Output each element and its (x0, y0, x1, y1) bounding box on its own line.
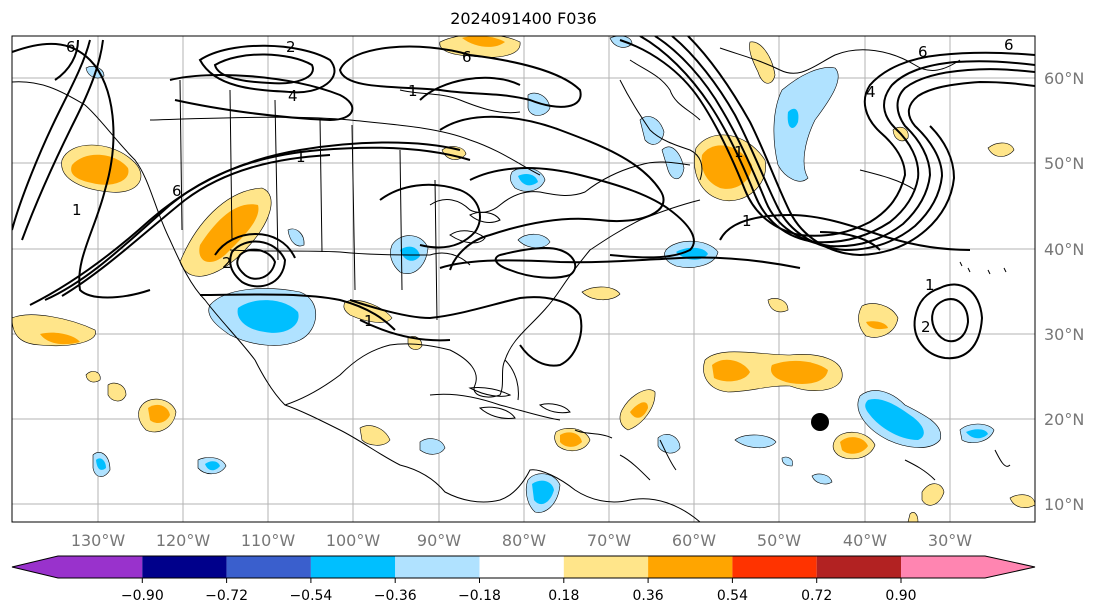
contour-label: 6 (462, 48, 472, 66)
lon-label-40w: 40°W (843, 531, 887, 550)
colorbar-segment (648, 556, 733, 578)
lat-label-10n: 10°N (1044, 495, 1084, 514)
map-frame (11, 35, 1036, 523)
lat-label-50n: 50°N (1044, 154, 1084, 173)
lat-label-30n: 30°N (1044, 325, 1084, 344)
lon-label-100w: 100°W (326, 531, 381, 550)
colorbar-tick-label: 0.90 (885, 588, 916, 604)
contour-label: 2 (286, 38, 296, 56)
contour-label: 6 (66, 38, 76, 56)
contour-label: 2 (222, 254, 232, 272)
colorbar-segment (395, 556, 480, 578)
colorbar-segment (310, 556, 396, 578)
storm-center-marker (811, 413, 829, 431)
colorbar-segment (563, 556, 649, 578)
lon-label-50w: 50°W (757, 531, 801, 550)
colorbar-segment (58, 556, 143, 578)
contour-label: 4 (866, 83, 876, 101)
map-title: 2024091400 F036 (450, 9, 597, 28)
colorbar-extend-low (12, 556, 58, 578)
colorbar-tick-label: −0.90 (121, 588, 164, 604)
lat-label-20n: 20°N (1044, 410, 1084, 429)
contour-label: 4 (288, 87, 298, 105)
colorbar-segment (142, 556, 227, 578)
contour-labels: 6 2 4 1 1 6 1 2 1 1 6 4 1 1 2 6 6 (66, 36, 1014, 336)
colorbar: −0.90 −0.72 −0.54 −0.36 −0.18 0.18 0.36 … (11, 555, 1036, 604)
contour-label: 2 (921, 318, 931, 336)
lat-label-60n: 60°N (1044, 69, 1084, 88)
lon-label-80w: 80°W (502, 531, 546, 550)
lat-label-40n: 40°N (1044, 240, 1084, 259)
contour-label: 1 (408, 82, 418, 100)
longitude-labels: 130°W 120°W 110°W 100°W 90°W 80°W 70°W 6… (71, 531, 972, 550)
colorbar-tick-label: −0.54 (289, 588, 332, 604)
lon-label-130w: 130°W (71, 531, 126, 550)
colorbar-segment (479, 556, 564, 578)
colorbar-tick-label: −0.18 (458, 588, 501, 604)
colorbar-outline (11, 555, 1036, 579)
lon-label-60w: 60°W (672, 531, 716, 550)
colorbar-segment (732, 556, 817, 578)
contour-label: 1 (296, 148, 306, 166)
lon-label-30w: 30°W (928, 531, 972, 550)
colorbar-tick-label: −0.72 (205, 588, 248, 604)
contour-label: 6 (918, 43, 928, 61)
lon-label-90w: 90°W (417, 531, 461, 550)
lon-label-70w: 70°W (587, 531, 631, 550)
contour-label: 1 (925, 276, 935, 294)
colorbar-segment (816, 556, 901, 578)
contour-label: 6 (1004, 36, 1014, 54)
colorbar-segment (901, 556, 985, 578)
colorbar-tick-label: 0.54 (717, 588, 748, 604)
lon-label-120w: 120°W (156, 531, 211, 550)
negative-anomaly-fills (85, 36, 995, 513)
lon-label-110w: 110°W (241, 531, 296, 550)
contour-label: 6 (172, 182, 182, 200)
positive-anomaly-fills (12, 36, 1035, 522)
latitude-labels: 60°N 50°N 40°N 30°N 20°N 10°N (1044, 69, 1084, 514)
colorbar-tick-label: 0.72 (801, 588, 832, 604)
colorbar-extend-high (985, 556, 1035, 578)
contour-label: 1 (742, 212, 752, 230)
colorbar-tick-label: 0.18 (548, 588, 579, 604)
contour-lines (12, 36, 1035, 367)
contour-label: 1 (734, 143, 744, 161)
contour-label: 1 (364, 312, 374, 330)
contour-label: 1 (72, 201, 82, 219)
colorbar-tick-label: −0.36 (374, 588, 417, 604)
colorbar-segment (226, 556, 311, 578)
colorbar-tick-label: 0.36 (633, 588, 664, 604)
